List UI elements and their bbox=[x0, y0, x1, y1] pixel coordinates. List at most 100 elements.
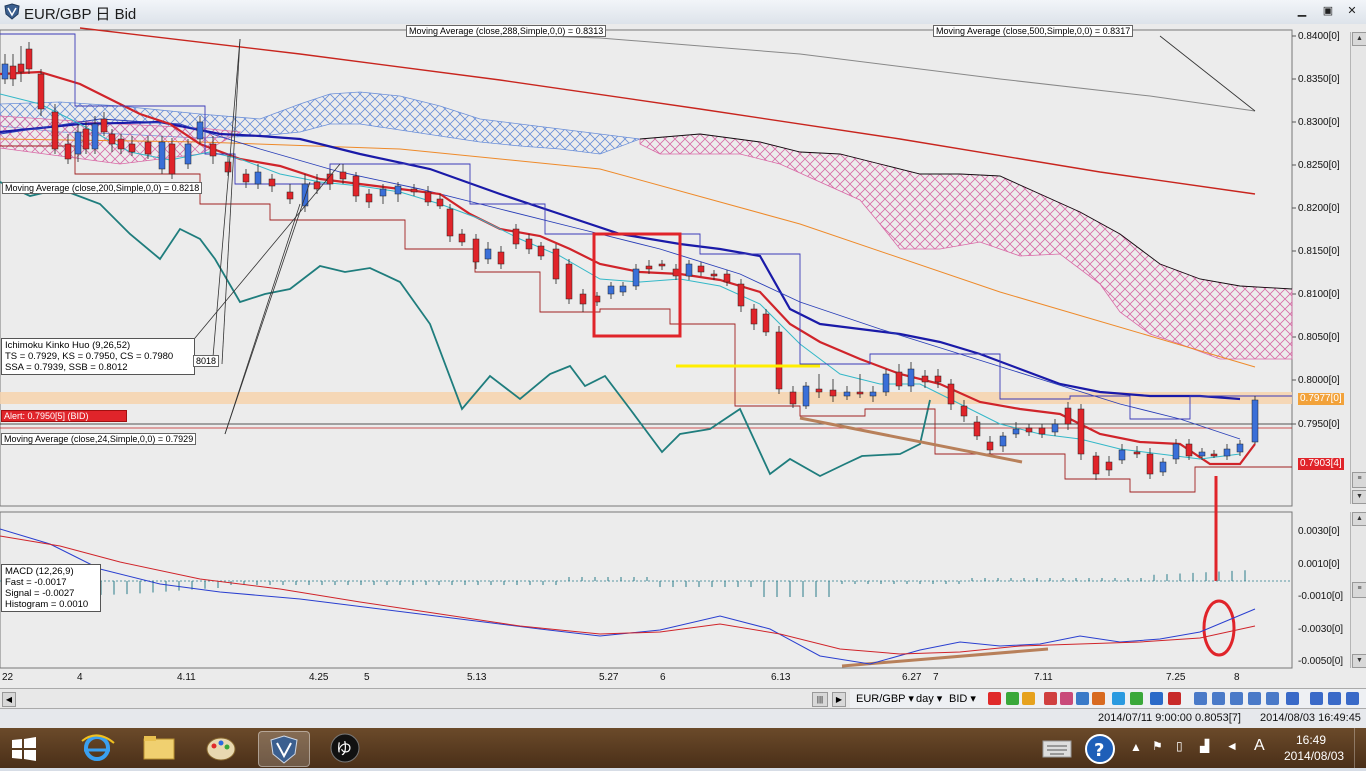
candle-body bbox=[196, 121, 204, 140]
annotation-rectangle[interactable] bbox=[592, 232, 682, 338]
ma-200-label[interactable]: Moving Average (close,200,Simple,0,0) = … bbox=[2, 182, 203, 194]
period-dropdown[interactable]: day ▾ bbox=[916, 693, 943, 705]
alert-label[interactable]: Alert: 0.7950[5] (BID) bbox=[1, 410, 127, 422]
close-button[interactable]: ✕ bbox=[1347, 5, 1357, 17]
help-icon[interactable]: ? bbox=[1084, 733, 1116, 765]
candle-body bbox=[565, 263, 573, 300]
macd-vertical-scrollbar[interactable]: ▲ ≡ ▼ bbox=[1350, 512, 1366, 668]
scroll-down-icon[interactable]: ▼ bbox=[1352, 490, 1366, 504]
macd-info-box[interactable]: MACD (12,26,9) Fast = -0.0017 Signal = -… bbox=[1, 564, 101, 612]
grid-icon[interactable] bbox=[1044, 692, 1057, 705]
ichimoku-info-box[interactable]: Ichimoku Kinko Huo (9,26,52) TS = 0.7929… bbox=[1, 338, 195, 375]
layout-icon[interactable] bbox=[1310, 692, 1323, 705]
scroll-right-icon[interactable]: ▶ bbox=[832, 692, 846, 707]
annotation-trendline-price[interactable] bbox=[799, 416, 1023, 464]
label-leader-line bbox=[212, 38, 241, 358]
annotation-ellipse[interactable] bbox=[1202, 599, 1236, 657]
cursor-tool-icon[interactable] bbox=[1130, 692, 1143, 705]
scroll-left-icon[interactable]: ◀ bbox=[2, 692, 16, 707]
paint-icon[interactable] bbox=[196, 731, 246, 765]
horizontal-scrollbar[interactable]: ◀ ||| ▶ bbox=[0, 688, 850, 709]
order-icon[interactable] bbox=[988, 692, 1001, 705]
battery-icon[interactable]: ▯ bbox=[1176, 739, 1183, 753]
trendline-tool-icon[interactable] bbox=[1112, 692, 1125, 705]
scroll-up-icon[interactable]: ▲ bbox=[1352, 32, 1366, 46]
minimize-button[interactable]: ▁ bbox=[1297, 5, 1307, 17]
symbol-dropdown[interactable]: EUR/GBP ▾ bbox=[856, 693, 914, 705]
indicator-icon[interactable] bbox=[1060, 692, 1073, 705]
candle-body bbox=[1133, 451, 1141, 455]
auto-scale-icon[interactable] bbox=[1266, 692, 1279, 705]
network-icon[interactable]: ▟ bbox=[1200, 739, 1210, 753]
windows-start-icon[interactable] bbox=[10, 736, 38, 762]
zoom-out-icon[interactable] bbox=[1212, 692, 1225, 705]
candle-body bbox=[1185, 443, 1193, 457]
yu-app-icon[interactable]: ゆ bbox=[320, 731, 370, 765]
zoom-icon[interactable] bbox=[1286, 692, 1299, 705]
candle-body bbox=[619, 285, 627, 293]
drawing-tool-icon[interactable] bbox=[1150, 692, 1163, 705]
date-tick: 7.11 bbox=[1034, 672, 1053, 683]
candle-body bbox=[525, 238, 533, 250]
chart-toolbar: EUR/GBP ▾ day ▾ BID ▾ bbox=[850, 688, 1366, 709]
scroll-down-icon[interactable]: ▼ bbox=[1352, 654, 1366, 668]
annotation-trendline-macd[interactable] bbox=[841, 647, 1049, 668]
candle-body bbox=[1, 63, 9, 80]
candle-chart-icon[interactable] bbox=[1006, 692, 1019, 705]
date-tick: 6.13 bbox=[771, 672, 791, 683]
main-vertical-scrollbar[interactable]: ▲ ≡ ▼ bbox=[1350, 32, 1366, 504]
candle-body bbox=[697, 265, 705, 273]
label-leader-line bbox=[224, 181, 311, 435]
candle-body bbox=[723, 273, 731, 283]
channel-upper-line bbox=[0, 33, 1292, 420]
bar-chart-icon[interactable] bbox=[1022, 692, 1035, 705]
scroll-thumb[interactable]: ≡ bbox=[1352, 582, 1366, 598]
fit-icon[interactable] bbox=[1248, 692, 1261, 705]
candle-body bbox=[685, 263, 693, 277]
window-title: EUR/GBP 日 Bid bbox=[24, 6, 137, 23]
ma-500-label[interactable]: Moving Average (close,500,Simple,0,0) = … bbox=[933, 25, 1134, 37]
scroll-up-icon[interactable]: ▲ bbox=[1352, 512, 1366, 526]
candle-body bbox=[100, 118, 108, 133]
candle-body bbox=[365, 193, 373, 203]
print-icon[interactable] bbox=[1346, 692, 1359, 705]
tray-expand-icon[interactable]: ▲ bbox=[1130, 740, 1142, 754]
split-icon[interactable] bbox=[1328, 692, 1341, 705]
candle-body bbox=[1236, 443, 1244, 453]
ma-288-label[interactable]: Moving Average (close,288,Simple,0,0) = … bbox=[406, 25, 607, 37]
ma-24-label[interactable]: Moving Average (close,24,Simple,0,0) = 0… bbox=[1, 433, 197, 445]
candle-body bbox=[286, 191, 294, 200]
trading-app-icon[interactable] bbox=[258, 731, 310, 767]
text-tool-icon[interactable] bbox=[1168, 692, 1181, 705]
price-chart[interactable] bbox=[0, 24, 1366, 688]
candle-body bbox=[17, 63, 25, 73]
candle-body bbox=[737, 283, 745, 307]
clock-time[interactable]: 16:49 bbox=[1296, 733, 1327, 747]
scroll-thumb[interactable]: ≡ bbox=[1352, 472, 1366, 488]
chart-area[interactable]: Moving Average (close,288,Simple,0,0) = … bbox=[0, 24, 1366, 688]
candle-body bbox=[645, 265, 653, 270]
keyboard-icon[interactable] bbox=[1042, 740, 1072, 758]
candle-body bbox=[158, 141, 166, 170]
maximize-button[interactable]: ▣ bbox=[1322, 5, 1334, 17]
zoom-in-icon[interactable] bbox=[1194, 692, 1207, 705]
candle-body bbox=[552, 248, 560, 280]
candle-body bbox=[424, 191, 432, 203]
candle-body bbox=[1064, 407, 1072, 425]
candle-body bbox=[128, 143, 136, 153]
show-desktop-button[interactable] bbox=[1354, 728, 1366, 768]
template-icon[interactable] bbox=[1092, 692, 1105, 705]
side-dropdown[interactable]: BID ▾ bbox=[949, 693, 976, 705]
date-tick: 7.25 bbox=[1166, 672, 1186, 683]
window-icon[interactable] bbox=[1076, 692, 1089, 705]
scale-icon[interactable] bbox=[1230, 692, 1243, 705]
volume-icon[interactable]: ◄ bbox=[1226, 739, 1238, 753]
folder-icon[interactable] bbox=[134, 731, 184, 765]
scroll-thumb[interactable]: ||| bbox=[812, 692, 828, 707]
ime-indicator[interactable]: A bbox=[1254, 737, 1265, 754]
candle-body bbox=[999, 435, 1007, 447]
ie-browser-icon[interactable] bbox=[72, 731, 122, 765]
ma-500-line bbox=[419, 31, 1256, 112]
clock-date[interactable]: 2014/08/03 bbox=[1284, 749, 1345, 763]
flag-icon[interactable]: ⚑ bbox=[1152, 739, 1163, 753]
